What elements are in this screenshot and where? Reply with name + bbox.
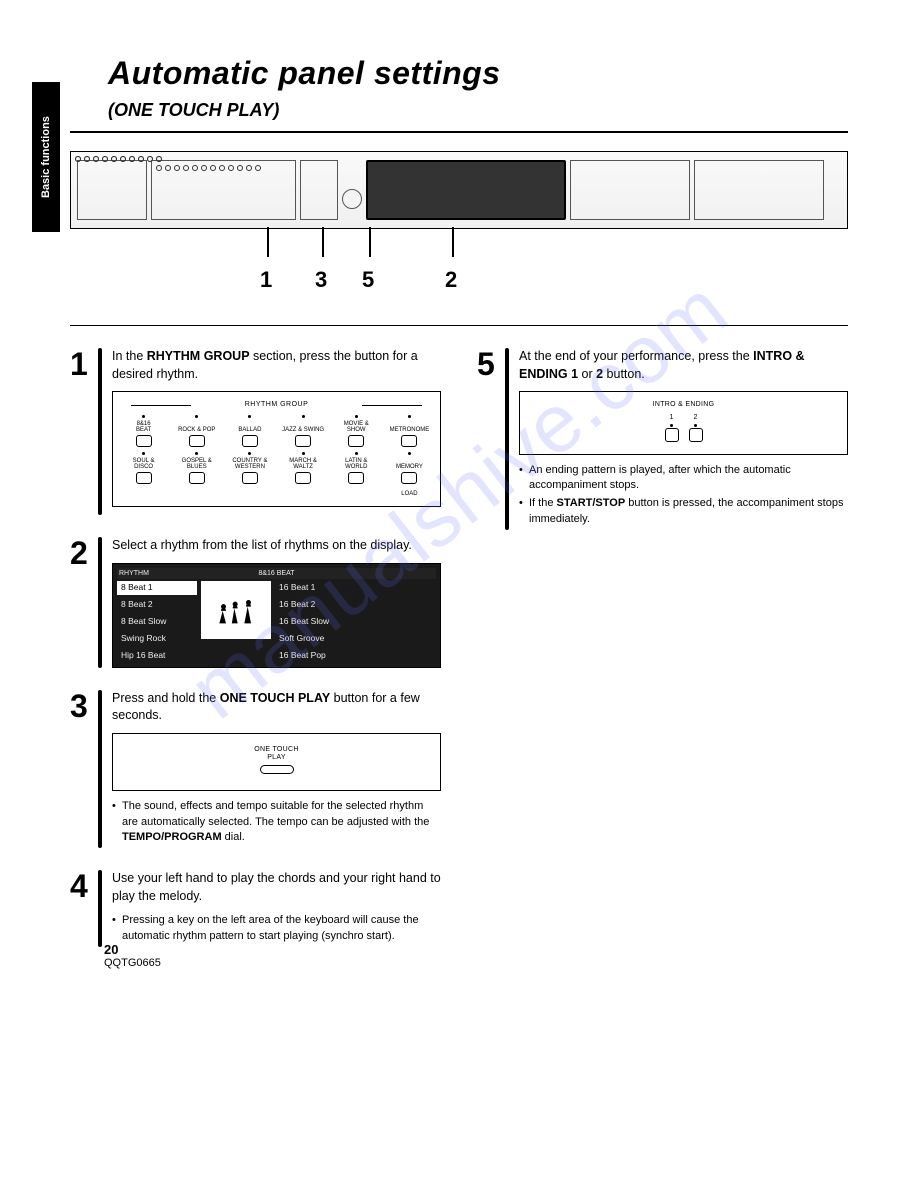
step-bullets: An ending pattern is played, after which… bbox=[519, 463, 848, 528]
step-text: In the RHYTHM GROUP section, press the b… bbox=[112, 348, 441, 383]
step-text: Press and hold the ONE TOUCH PLAY button… bbox=[112, 690, 441, 725]
step-4: 4 Use your left hand to play the chords … bbox=[70, 870, 441, 947]
step-number: 3 bbox=[70, 690, 96, 849]
step-1: 1 In the RHYTHM GROUP section, press the… bbox=[70, 348, 441, 515]
step-number: 5 bbox=[477, 348, 503, 530]
intro-ending-illus: INTRO & ENDING 12 bbox=[519, 391, 848, 455]
page-title: Automatic panel settings bbox=[108, 55, 848, 92]
panel-diagram bbox=[70, 151, 848, 229]
right-column: 5 At the end of your performance, press … bbox=[477, 348, 848, 969]
step-3: 3 Press and hold the ONE TOUCH PLAY butt… bbox=[70, 690, 441, 849]
step-number: 4 bbox=[70, 870, 96, 947]
footer: 20 QQTG0665 bbox=[104, 942, 161, 969]
display-illus: RHYTHM 8&16 BEAT 8 Beat 18 Beat 28 Beat … bbox=[112, 563, 441, 668]
step-bullets: The sound, effects and tempo suitable fo… bbox=[112, 799, 441, 845]
left-column: 1 In the RHYTHM GROUP section, press the… bbox=[70, 348, 441, 969]
hr-mid bbox=[70, 325, 848, 326]
step-text: Select a rhythm from the list of rhythms… bbox=[112, 537, 441, 555]
step-text: At the end of your performance, press th… bbox=[519, 348, 848, 383]
step-number: 1 bbox=[70, 348, 96, 515]
step-number: 2 bbox=[70, 537, 96, 668]
hr-top bbox=[70, 131, 848, 133]
callout-numbers: 1 3 5 2 bbox=[70, 267, 848, 297]
callout-lines bbox=[70, 227, 848, 267]
step-text: Use your left hand to play the chords an… bbox=[112, 870, 441, 905]
side-tab: Basic functions bbox=[32, 82, 60, 232]
page-subtitle: (ONE TOUCH PLAY) bbox=[108, 100, 848, 121]
step-bullets: Pressing a key on the left area of the k… bbox=[112, 913, 441, 944]
one-touch-play-illus: ONE TOUCHPLAY bbox=[112, 733, 441, 791]
step-2: 2 Select a rhythm from the list of rhyth… bbox=[70, 537, 441, 668]
step-5: 5 At the end of your performance, press … bbox=[477, 348, 848, 530]
rhythm-group-illus: RHYTHM GROUP 8&16BEATROCK & POPBALLADJAZ… bbox=[112, 391, 441, 507]
